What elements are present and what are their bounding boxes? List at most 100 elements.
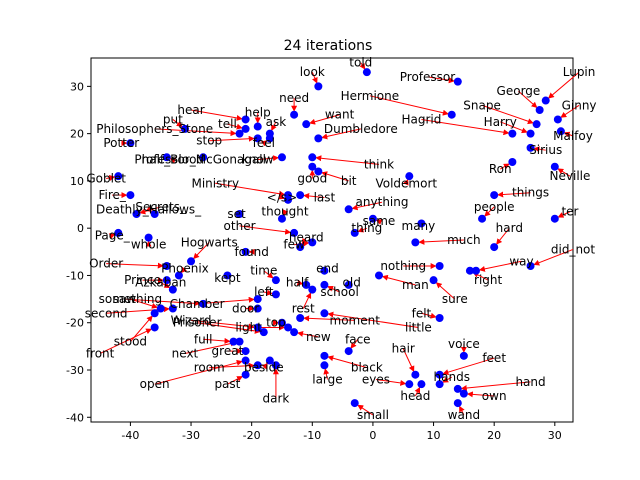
data-point bbox=[453, 399, 462, 408]
data-point bbox=[235, 337, 244, 346]
y-tick-label: 0 bbox=[77, 222, 84, 235]
data-point bbox=[459, 351, 468, 360]
point-label: told bbox=[349, 56, 372, 70]
point-label: feel bbox=[253, 136, 275, 150]
annotation-arrow bbox=[442, 376, 452, 383]
annotation-arrow bbox=[421, 312, 437, 319]
data-point bbox=[556, 127, 565, 136]
data-point bbox=[253, 122, 262, 131]
annotation-arrow bbox=[421, 118, 510, 136]
point-label: new bbox=[306, 330, 331, 344]
point-label: Page_ bbox=[95, 228, 131, 242]
arrows-layer bbox=[99, 62, 580, 416]
data-point bbox=[180, 124, 189, 133]
point-label: hard bbox=[496, 221, 523, 235]
annotation-arrow bbox=[309, 114, 340, 125]
data-point bbox=[417, 380, 426, 389]
data-point bbox=[435, 370, 444, 379]
data-point bbox=[132, 210, 141, 218]
annotation-arrow bbox=[106, 174, 116, 181]
annotation-arrow bbox=[190, 109, 243, 121]
annotation-arrow bbox=[418, 238, 464, 245]
point-label: Phoenix bbox=[161, 261, 209, 275]
annotation-arrow bbox=[375, 219, 383, 225]
data-point bbox=[223, 271, 232, 280]
point-label: want bbox=[325, 108, 355, 122]
point-label: head bbox=[400, 389, 430, 403]
point-label: left bbox=[254, 285, 274, 299]
point-label: Neville bbox=[550, 169, 591, 183]
annotation-arrow bbox=[533, 248, 574, 266]
point-label: anything bbox=[356, 195, 409, 209]
data-point bbox=[265, 134, 274, 143]
data-point bbox=[320, 309, 329, 318]
point-label: Hagrid bbox=[401, 112, 441, 126]
labels-layer: told Professor Lupin look Hermione George need… bbox=[85, 56, 597, 422]
annotation-arrow bbox=[435, 282, 456, 300]
point-label: door bbox=[232, 302, 259, 316]
point-label: think bbox=[364, 157, 394, 171]
point-label: Snape bbox=[463, 98, 501, 112]
annotation-arrow bbox=[459, 405, 465, 416]
annotation-arrow bbox=[327, 286, 340, 293]
data-point bbox=[271, 290, 280, 299]
data-point bbox=[302, 120, 311, 129]
point-label: face bbox=[345, 332, 371, 346]
data-point bbox=[417, 219, 426, 228]
point-label: dark bbox=[262, 391, 289, 405]
data-point bbox=[150, 309, 159, 318]
point-label: bit bbox=[341, 174, 357, 188]
annotation-arrow bbox=[359, 62, 366, 70]
annotation-arrow bbox=[184, 340, 237, 354]
annotation-arrow bbox=[106, 262, 164, 269]
point-label: Hogwarts bbox=[181, 235, 238, 249]
annotation-arrow bbox=[466, 391, 495, 398]
point-label: Goblet bbox=[86, 172, 126, 186]
point-label: hair bbox=[392, 342, 415, 356]
data-point bbox=[320, 361, 329, 370]
data-point bbox=[508, 158, 517, 166]
point-label: thing bbox=[351, 221, 382, 235]
data-point bbox=[453, 384, 462, 393]
data-point bbox=[526, 129, 535, 138]
data-point bbox=[508, 129, 517, 138]
data-point bbox=[253, 304, 262, 313]
point-label: way bbox=[509, 254, 533, 268]
data-point bbox=[362, 68, 371, 77]
point-label: few bbox=[283, 238, 305, 252]
annotation-arrow bbox=[124, 298, 201, 307]
y-tick-label: -30 bbox=[66, 364, 84, 377]
point-label: stood bbox=[114, 335, 147, 349]
point-label: ask bbox=[266, 115, 287, 129]
point-label: last bbox=[314, 190, 336, 204]
point-label: good bbox=[297, 172, 327, 186]
annotation-arrow bbox=[315, 155, 380, 165]
annotation-arrow bbox=[197, 322, 261, 334]
annotation-arrow bbox=[321, 128, 361, 140]
annotation-arrow bbox=[303, 192, 325, 199]
y-tick-label: -40 bbox=[66, 411, 84, 424]
data-point bbox=[302, 280, 311, 289]
annotation-arrow bbox=[496, 227, 510, 245]
y-tick-label: 30 bbox=[70, 80, 84, 93]
point-label: tell bbox=[218, 117, 237, 131]
data-point bbox=[308, 162, 317, 171]
annotation-arrow bbox=[560, 104, 580, 118]
point-label: great bbox=[212, 344, 244, 358]
annotation-arrow bbox=[160, 282, 171, 289]
data-point bbox=[526, 143, 535, 152]
point-label: did_not bbox=[551, 242, 596, 256]
data-point bbox=[374, 271, 383, 280]
point-label: Wizard bbox=[171, 313, 212, 327]
data-point bbox=[429, 276, 438, 285]
annotation-arrow bbox=[442, 357, 495, 375]
annotation-arrow bbox=[303, 315, 355, 322]
y-tick-label: -10 bbox=[66, 269, 84, 282]
annotation-arrow bbox=[375, 378, 407, 386]
data-point bbox=[465, 266, 474, 275]
annotation-arrow bbox=[548, 71, 580, 99]
data-point bbox=[241, 124, 250, 133]
data-point bbox=[435, 262, 444, 270]
data-point bbox=[241, 356, 250, 365]
point-label: look bbox=[300, 65, 325, 79]
